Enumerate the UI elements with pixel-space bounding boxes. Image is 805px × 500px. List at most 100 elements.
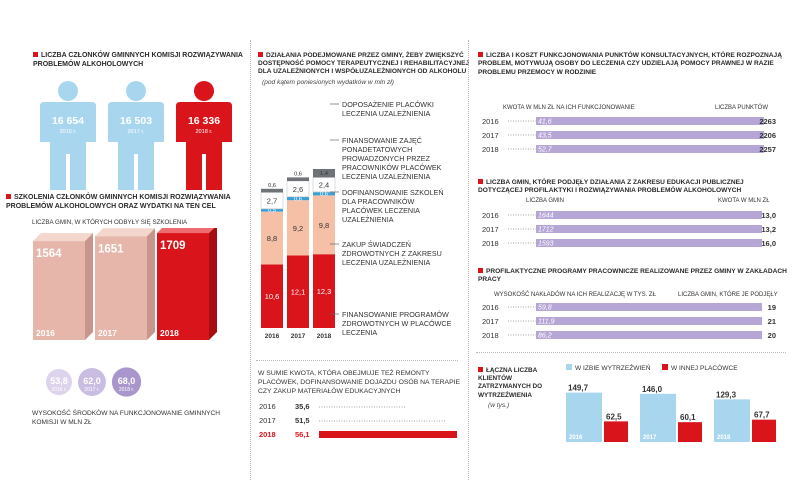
legend-item-programy: Finansowanie programów zdrowotnych w pla… bbox=[342, 310, 452, 337]
fund-circle bbox=[111, 367, 142, 397]
bar-value-label: 0,6 bbox=[294, 196, 302, 202]
training-value: 1651 bbox=[98, 243, 124, 255]
sum-year: 2016 bbox=[259, 402, 276, 411]
detained-legend-b: w innej placówce bbox=[662, 364, 738, 372]
table-bar bbox=[536, 225, 762, 233]
table-left-value: 59,8 bbox=[538, 305, 552, 312]
table-bar bbox=[536, 117, 764, 125]
box-top bbox=[157, 228, 215, 234]
bar-segment bbox=[287, 200, 309, 256]
detained-unit: (w tys.) bbox=[488, 402, 510, 409]
legend-item-swiadczenia: Zakup świadczeń zdrowotnych z zakresu le… bbox=[342, 240, 442, 267]
fund-year: 2018 r. bbox=[119, 387, 134, 393]
detained-value-a: 129,3 bbox=[716, 390, 737, 399]
detained-bar-a bbox=[714, 399, 750, 442]
table-right-value: 2257 bbox=[759, 145, 776, 154]
bar-value-label: 9,8 bbox=[319, 221, 329, 230]
bar-year-label: 2017 bbox=[291, 333, 306, 340]
table-right-value: 13,0 bbox=[761, 211, 776, 220]
section-divider bbox=[256, 360, 458, 361]
consult-col-left: Kwota w mln zł na ich funkcjonowanie bbox=[503, 105, 635, 111]
bar-segment bbox=[313, 195, 335, 255]
sum-value: 56,1 bbox=[295, 430, 310, 439]
table-year: 2018 bbox=[482, 331, 499, 340]
table-right-value: 2206 bbox=[759, 131, 776, 140]
box-front bbox=[157, 233, 209, 340]
bar-value-label: 0,6 bbox=[320, 192, 328, 198]
table-year: 2017 bbox=[482, 317, 499, 326]
bar-segment bbox=[261, 264, 283, 328]
training-value: 1564 bbox=[36, 248, 62, 260]
table-year: 2018 bbox=[482, 145, 499, 154]
funds-label: Wysokość środków na funkcjonowanie gminn… bbox=[32, 410, 221, 426]
sum-value: 35,6 bbox=[295, 402, 310, 411]
square-marker-icon bbox=[478, 52, 483, 57]
bar-segment bbox=[313, 254, 335, 328]
bar-value-label: 2,4 bbox=[319, 181, 329, 190]
member-count: 16 336 bbox=[188, 115, 220, 127]
box-side bbox=[209, 228, 217, 340]
workplace-title: Profilaktyczne programy pracownicze real… bbox=[478, 268, 787, 284]
bar-segment bbox=[287, 196, 309, 201]
fund-year: 2017 r. bbox=[84, 387, 99, 393]
training-year: 2017 bbox=[98, 328, 117, 338]
person-body bbox=[40, 102, 96, 190]
bar-segment bbox=[287, 255, 309, 328]
sum-year: 2018 bbox=[259, 430, 276, 439]
table-bar bbox=[536, 145, 764, 153]
sum-value: 51,5 bbox=[295, 416, 310, 425]
lightblue-swatch-icon bbox=[566, 364, 572, 370]
table-left-value: 1644 bbox=[538, 213, 554, 220]
table-left-value: 1712 bbox=[538, 227, 554, 234]
sum-year: 2017 bbox=[259, 416, 276, 425]
table-bar bbox=[536, 131, 764, 139]
detained-value-b: 62,5 bbox=[606, 412, 622, 421]
person-figure-icon bbox=[176, 81, 232, 190]
table-year: 2018 bbox=[482, 239, 499, 248]
bar-value-label: 9,2 bbox=[293, 224, 303, 233]
training-box bbox=[95, 228, 155, 340]
table-year: 2016 bbox=[482, 117, 499, 126]
box-side bbox=[85, 233, 93, 340]
table-year: 2017 bbox=[482, 131, 499, 140]
education-title: Liczba gmin, które podjęły działania z z… bbox=[478, 179, 744, 195]
education-col-right: Kwota w mln zł bbox=[718, 198, 770, 204]
table-left-value: 43,5 bbox=[538, 133, 552, 140]
section-divider bbox=[476, 352, 786, 353]
workplace-col-left: Wysokość nakładów na ich realizację w ty… bbox=[494, 292, 656, 298]
consult-col-right: Liczba punktów bbox=[715, 105, 769, 111]
bar-year-label: 2016 bbox=[265, 333, 280, 340]
table-right-value: 2263 bbox=[759, 117, 776, 126]
detained-bar-a bbox=[566, 392, 602, 442]
table-year: 2017 bbox=[482, 225, 499, 234]
workplace-table: 2016 59,8 19 2017 111,9 21 2018 86,2 20 bbox=[482, 303, 776, 340]
box-front bbox=[33, 241, 85, 340]
table-year: 2016 bbox=[482, 303, 499, 312]
person-body bbox=[176, 102, 232, 190]
bar-value-label: 12,3 bbox=[317, 287, 332, 296]
detained-bar-b bbox=[678, 422, 702, 442]
table-bar bbox=[536, 317, 762, 325]
sum-bars: 2016 35,6 2017 51,5 2018 56,1 bbox=[259, 402, 457, 439]
training-boxes: 1564 2016 1651 2017 1709 2018 bbox=[33, 228, 217, 340]
detained-value-a: 146,0 bbox=[642, 385, 663, 394]
bar-value-label: 8,8 bbox=[267, 234, 277, 243]
detained-year: 2017 bbox=[643, 435, 657, 441]
consult-title: Liczba i koszt funkcjonowania punktów ko… bbox=[478, 52, 782, 76]
training-year: 2016 bbox=[36, 328, 55, 338]
legend-connectors bbox=[330, 103, 339, 315]
detained-value-b: 60,1 bbox=[680, 413, 696, 422]
table-right-value: 19 bbox=[768, 303, 776, 312]
square-marker-icon bbox=[33, 52, 38, 57]
red-swatch-icon bbox=[662, 364, 668, 370]
bar-value-label: 0,5 bbox=[268, 208, 276, 214]
consult-table: 2016 41,6 2263 2017 43,5 2206 2018 52,7 2257 bbox=[482, 117, 776, 154]
detained-title: Łączna liczba klientów zatrzymanych do w… bbox=[478, 367, 543, 399]
actions-subtitle: (pod kątem poniesionych wydatków w mln z… bbox=[262, 79, 394, 86]
detained-bar-b bbox=[604, 421, 628, 442]
table-right-value: 13,2 bbox=[761, 225, 776, 234]
bar-value-label: 2,7 bbox=[267, 197, 277, 206]
fund-value: 68,0 bbox=[118, 376, 136, 386]
bar-value-label: 12,1 bbox=[291, 288, 306, 297]
